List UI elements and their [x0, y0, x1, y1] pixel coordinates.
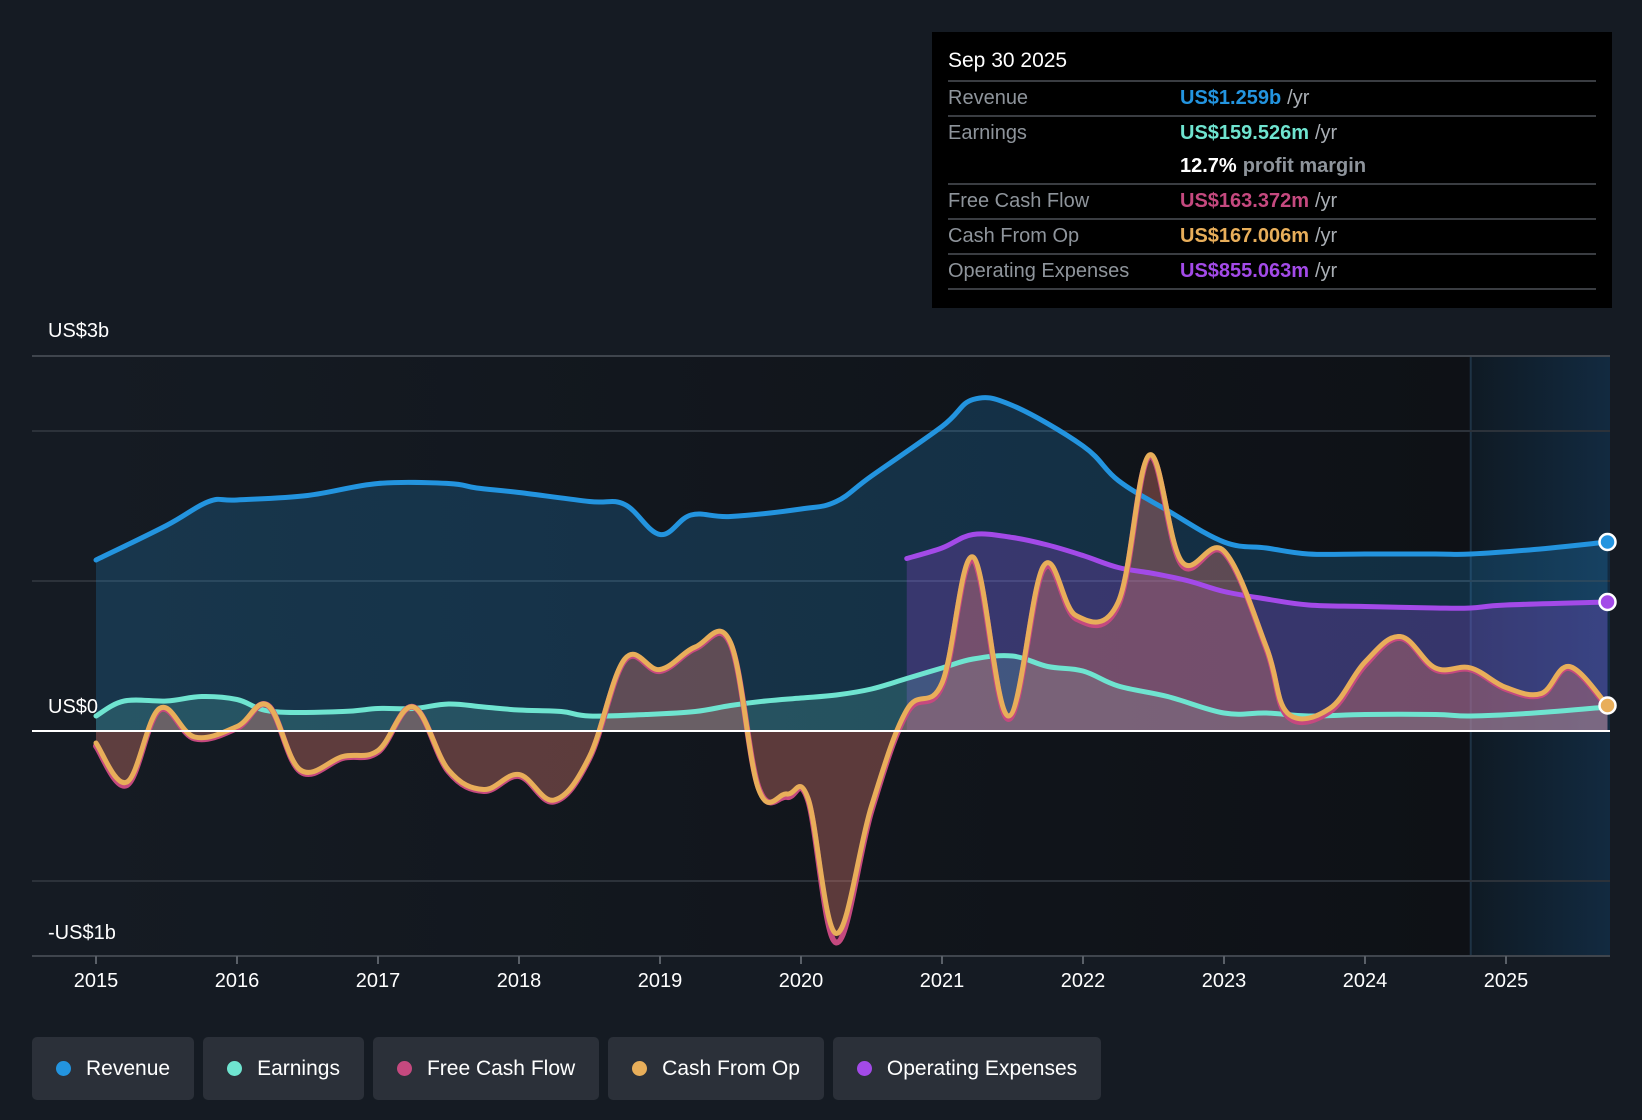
- tooltip-unit: /yr: [1314, 225, 1338, 247]
- x-tick-label: 2022: [1060, 970, 1106, 992]
- x-tick-label: 2021: [919, 970, 965, 992]
- tooltip-value: US$855.063m: [1180, 260, 1309, 282]
- profit-margin-text: profit margin: [1242, 155, 1367, 177]
- cash-from-op-dot-icon: [632, 1061, 648, 1076]
- legend: Revenue Earnings Free Cash Flow Cash Fro…: [32, 1037, 1102, 1100]
- x-tick-label: 2024: [1342, 970, 1388, 992]
- tooltip-row-revenue: Revenue US$1.259b /yr: [948, 80, 1596, 115]
- legend-item-earnings[interactable]: Earnings: [203, 1037, 364, 1100]
- operating-expenses-end-marker: [1598, 592, 1617, 612]
- earnings-dot-icon: [227, 1061, 243, 1076]
- tooltip-value: US$167.006m: [1180, 225, 1309, 247]
- operating-expenses-area: [906, 533, 1608, 731]
- tooltip-date: Sep 30 2025: [948, 49, 1068, 72]
- legend-label: Revenue: [86, 1056, 171, 1080]
- tooltip-row-operating-expenses: Operating Expenses US$855.063m /yr: [948, 253, 1596, 290]
- history-region: [96, 356, 1471, 956]
- x-tick-label: 2020: [778, 970, 824, 992]
- legend-label: Cash From Op: [662, 1056, 800, 1080]
- series-end-markers: [1598, 532, 1617, 715]
- x-tick-label: 2025: [1483, 970, 1529, 992]
- legend-item-cash-from-op[interactable]: Cash From Op: [608, 1037, 824, 1100]
- x-tick-label: 2015: [73, 970, 119, 992]
- legend-item-revenue[interactable]: Revenue: [32, 1037, 195, 1100]
- tooltip-label: Free Cash Flow: [948, 190, 1090, 212]
- tooltip-row-profit-margin: 12.7% profit margin: [948, 150, 1596, 183]
- y-tick-label-zero: US$0: [48, 696, 99, 718]
- earnings-line: [93, 653, 1611, 719]
- plot-background: [96, 356, 1610, 956]
- cash-from-op-end-marker: [1598, 696, 1617, 715]
- profit-margin-value: 12.7%: [1180, 155, 1237, 177]
- y-tick-label-bottom: -US$1b: [48, 922, 116, 944]
- y-tick-label-top: US$3b: [48, 320, 110, 342]
- legend-label: Operating Expenses: [886, 1056, 1078, 1080]
- legend-label: Free Cash Flow: [426, 1056, 576, 1080]
- tooltip-value: US$1.259b: [1180, 87, 1282, 109]
- legend-label: Earnings: [257, 1056, 340, 1080]
- revenue-dot-icon: [56, 1061, 71, 1076]
- tooltip-label: Earnings: [948, 122, 1027, 144]
- x-tick-label: 2023: [1201, 970, 1247, 992]
- tooltip-unit: /yr: [1314, 260, 1338, 282]
- free-cash-flow-area: [96, 456, 1608, 943]
- tooltip-value: US$159.526m: [1180, 122, 1309, 144]
- operating-expenses-dot-icon: [856, 1061, 872, 1076]
- forecast-region: [1470, 356, 1610, 956]
- tooltip-unit: /yr: [1314, 122, 1338, 144]
- revenue-end-marker: [1598, 532, 1617, 552]
- tooltip-label: Revenue: [948, 87, 1029, 109]
- tooltip-unit: /yr: [1287, 87, 1310, 109]
- legend-item-free-cash-flow[interactable]: Free Cash Flow: [372, 1037, 600, 1100]
- operating-expenses-line: [904, 531, 1611, 611]
- x-tick-label: 2017: [355, 970, 401, 992]
- x-tick-label: 2018: [496, 970, 542, 992]
- cash-from-op-line: [93, 452, 1611, 936]
- x-tick-label: 2016: [214, 970, 260, 992]
- series-lines: [93, 395, 1611, 946]
- tooltip-label: Cash From Op: [948, 225, 1080, 247]
- legend-item-operating-expenses[interactable]: Operating Expenses: [832, 1037, 1102, 1100]
- revenue-area: [96, 397, 1608, 731]
- tooltip-value: US$163.372m: [1180, 190, 1309, 212]
- tooltip-label: Operating Expenses: [948, 260, 1130, 282]
- tooltip-row-earnings: Earnings US$159.526m /yr: [948, 115, 1596, 150]
- x-tick-label: 2019: [637, 970, 683, 992]
- tooltip-row-free-cash-flow: Free Cash Flow US$163.372m /yr: [948, 183, 1596, 218]
- cash-from-op-area: [96, 454, 1608, 934]
- tooltip: Sep 30 2025 Revenue US$1.259b /yr Earnin…: [932, 32, 1612, 308]
- free-cash-flow-dot-icon: [396, 1061, 412, 1076]
- revenue-line: [93, 395, 1611, 563]
- x-axis-ticks: [95, 956, 1507, 964]
- tooltip-row-cash-from-op: Cash From Op US$167.006m /yr: [948, 218, 1596, 253]
- tooltip-unit: /yr: [1314, 190, 1338, 212]
